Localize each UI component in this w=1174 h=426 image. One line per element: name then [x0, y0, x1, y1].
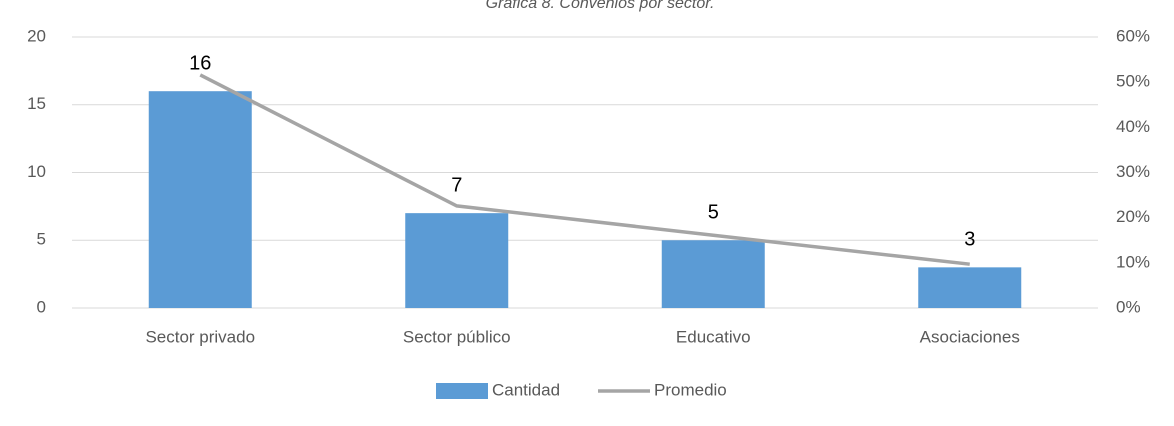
legend-swatch [436, 383, 488, 399]
y-tick-label: 20 [27, 26, 46, 45]
y2-tick-label: 20% [1116, 207, 1150, 226]
chart-title: Gráfica 8. Convenios por sector. [486, 0, 715, 12]
data-label: 7 [451, 174, 462, 196]
y2-tick-label: 40% [1116, 117, 1150, 136]
y2-tick-label: 10% [1116, 252, 1150, 271]
y2-tick-label: 60% [1116, 26, 1150, 45]
bar [918, 267, 1022, 308]
bar [148, 91, 252, 308]
data-label: 5 [708, 202, 719, 224]
y2-tick-label: 30% [1116, 162, 1150, 181]
bar [405, 213, 509, 308]
x-tick-label: Sector privado [145, 327, 255, 346]
y2-tick-label: 0% [1116, 297, 1141, 316]
y-tick-label: 5 [37, 230, 46, 249]
y-tick-label: 0 [37, 297, 46, 316]
legend-label: Cantidad [492, 380, 560, 399]
data-label: 16 [189, 52, 211, 74]
x-tick-label: Asociaciones [920, 327, 1020, 346]
y-tick-label: 10 [27, 162, 46, 181]
y-tick-label: 15 [27, 94, 46, 113]
bar [661, 240, 765, 308]
y2-tick-label: 50% [1116, 72, 1150, 91]
x-tick-label: Sector público [403, 327, 511, 346]
legend-label: Promedio [654, 380, 727, 399]
x-tick-label: Educativo [676, 327, 751, 346]
data-label: 3 [964, 229, 975, 251]
line [199, 73, 970, 266]
